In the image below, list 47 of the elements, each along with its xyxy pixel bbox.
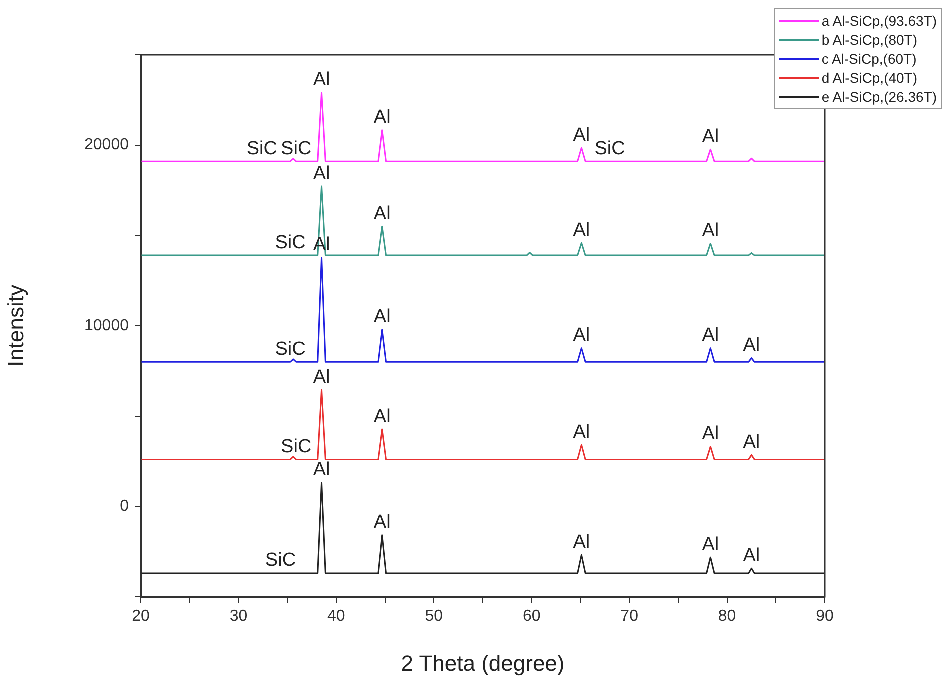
x-tick-label: 20 (132, 608, 150, 626)
annotation: SiC (265, 550, 296, 572)
annotation: Al (702, 126, 720, 148)
legend-label: a Al-SiCp,(93.63T) (822, 12, 937, 28)
annotation: SiC (281, 436, 312, 458)
annotation: Al (573, 532, 590, 553)
annotation: Al (313, 460, 330, 481)
annotation: Al (702, 424, 720, 445)
annotation: Al (374, 306, 391, 328)
legend-label: e Al-SiCp,(26.36T) (822, 88, 937, 104)
annotation: SiC (275, 232, 306, 254)
x-tick-label: 70 (620, 608, 639, 626)
annotation: SiC (246, 138, 278, 160)
x-axis-title: 2 Theta (degree) (401, 650, 565, 676)
annotation: Al (702, 325, 720, 346)
annotation: Al (573, 325, 590, 346)
annotation: Al (313, 70, 330, 91)
legend-label: d Al-SiCp,(40T) (822, 70, 918, 86)
annotation: Al (743, 545, 760, 566)
legend-label: c Al-SiCp,(60T) (822, 50, 917, 66)
annotation: Al (313, 366, 330, 388)
annotation: SiC (275, 338, 306, 360)
x-tick-label: 40 (328, 608, 346, 626)
annotation: SiC (594, 138, 626, 160)
annotation: Al (374, 512, 391, 534)
annotation: Al (702, 220, 720, 242)
annotation: Al (374, 107, 391, 128)
annotation: Al (743, 335, 760, 356)
x-tick-label: 30 (230, 608, 248, 626)
annotation: Al (573, 422, 590, 443)
legend-label: b Al-SiCp,(80T) (822, 32, 918, 48)
annotation: Al (573, 124, 590, 146)
annotation: SiC (281, 138, 312, 160)
y-tick-label: 10000 (84, 317, 130, 334)
x-tick-label: 60 (522, 608, 541, 626)
annotation: Al (374, 406, 391, 428)
y-tick-label: 0 (120, 498, 130, 516)
annotation: Al (313, 163, 330, 184)
annotation: Al (573, 220, 590, 241)
annotation: Al (702, 534, 720, 556)
y-tick-label: 20000 (84, 136, 130, 154)
x-tick-label: 80 (718, 608, 736, 626)
annotation: Al (743, 432, 760, 453)
y-axis-title: Intensity (3, 285, 28, 367)
x-tick-label: 50 (425, 608, 444, 626)
annotation: Al (374, 203, 391, 224)
x-tick-label: 90 (816, 608, 834, 626)
